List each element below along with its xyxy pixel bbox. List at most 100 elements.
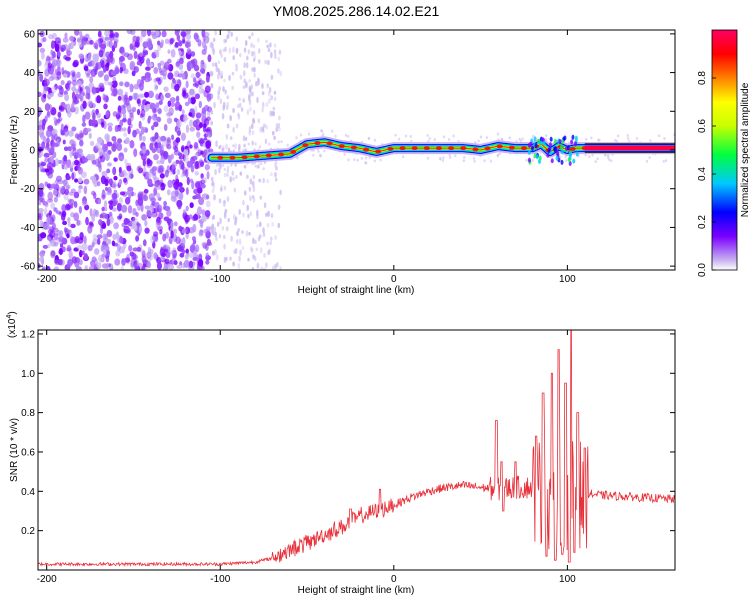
noise-speck-faint (261, 91, 265, 96)
noise-speck (125, 97, 130, 106)
noise-speck (67, 258, 73, 268)
noise-speck (170, 49, 176, 58)
noise-speck-faint (263, 267, 266, 270)
noise-speck-faint (211, 250, 215, 256)
noise-speck (114, 141, 119, 149)
noise-speck (87, 244, 93, 252)
noise-speck-faint (255, 247, 259, 252)
noise-speck-faint (251, 91, 254, 97)
noise-speck (81, 243, 88, 251)
noise-speck (176, 119, 182, 129)
noise-speck-faint (248, 186, 252, 192)
noise-speck (60, 123, 64, 131)
noise-speck (182, 228, 187, 234)
noise-speck-faint (225, 256, 228, 262)
noise-speck-faint (238, 255, 241, 262)
noise-speck (46, 216, 51, 225)
noise-halo (410, 139, 413, 143)
noise-speck (181, 132, 185, 142)
noise-speck (104, 152, 110, 161)
noise-speck (65, 204, 72, 210)
noise-speck (100, 244, 106, 250)
noise-speck (82, 157, 88, 163)
noise-speck (143, 166, 147, 175)
noise-speck-faint (226, 173, 229, 177)
noise-speck (201, 30, 206, 38)
noise-speck (44, 78, 50, 86)
noise-speck (128, 244, 133, 252)
noise-speck-faint (243, 190, 247, 196)
noise-halo (626, 137, 630, 141)
noise-speck (124, 257, 131, 263)
noise-speck-faint (269, 42, 272, 48)
noise-speck-faint (244, 136, 248, 141)
noise-speck (185, 41, 191, 48)
ridge-scatter (537, 159, 541, 165)
noise-speck-faint (265, 262, 268, 269)
noise-speck (47, 147, 51, 152)
noise-speck (133, 224, 138, 232)
noise-speck-faint (248, 130, 252, 136)
noise-speck-faint (238, 208, 242, 215)
noise-speck-faint (243, 78, 247, 84)
ridge-scatter (571, 134, 575, 140)
noise-speck (154, 30, 160, 37)
noise-halo (343, 152, 346, 156)
snr-scale-exponent: 4 (6, 315, 13, 319)
noise-speck (170, 220, 174, 229)
noise-speck (153, 146, 158, 151)
noise-speck (54, 133, 58, 141)
noise-halo (219, 144, 222, 148)
ridge-hotspot (520, 146, 527, 151)
noise-speck (123, 217, 129, 226)
noise-speck-faint (251, 67, 254, 72)
noise-speck (121, 204, 128, 213)
noise-halo (531, 158, 534, 162)
noise-halo (334, 134, 337, 138)
noise-speck (64, 188, 70, 196)
noise-speck (153, 153, 159, 161)
noise-speck (175, 236, 181, 245)
noise-speck-faint (212, 48, 216, 56)
noise-speck (38, 162, 41, 168)
noise-speck-faint (214, 231, 218, 238)
noise-speck (84, 264, 89, 270)
noise-speck-faint (216, 221, 220, 227)
noise-speck (93, 66, 98, 73)
noise-speck (83, 235, 87, 245)
noise-speck-faint (220, 70, 224, 76)
noise-speck-faint (210, 110, 214, 115)
noise-speck (126, 172, 132, 181)
noise-speck (205, 140, 212, 149)
noise-halo (312, 148, 315, 152)
noise-speck (53, 116, 57, 121)
noise-speck (162, 266, 169, 270)
noise-speck (114, 124, 119, 133)
noise-speck (155, 102, 160, 109)
noise-speck (80, 171, 87, 178)
noise-speck (181, 249, 186, 254)
snr-ylabel: SNR (10 * v/v) (9, 418, 20, 482)
noise-speck-faint (242, 135, 246, 142)
noise-speck (189, 119, 194, 128)
noise-speck (185, 30, 191, 35)
ridge-scatter (553, 138, 557, 144)
noise-speck (84, 111, 91, 120)
noise-speck-faint (224, 39, 228, 43)
noise-speck (57, 258, 63, 266)
snr-panel: -200 -100 0 100 0.2 0.4 0.6 0.8 1.0 1.2 Height o… (6, 311, 676, 596)
noise-speck (175, 159, 180, 164)
noise-speck (71, 172, 75, 181)
noise-speck (76, 244, 83, 250)
noise-speck (175, 95, 180, 103)
noise-speck-faint (225, 105, 229, 110)
noise-speck (39, 250, 45, 257)
noise-speck (81, 84, 85, 92)
y-tick-label: 0.8 (21, 408, 35, 419)
noise-speck-faint (258, 221, 262, 228)
noise-speck (92, 112, 96, 121)
noise-speck-faint (219, 187, 223, 192)
noise-speck (107, 125, 113, 132)
noise-speck (86, 128, 92, 133)
noise-speck (167, 263, 175, 270)
